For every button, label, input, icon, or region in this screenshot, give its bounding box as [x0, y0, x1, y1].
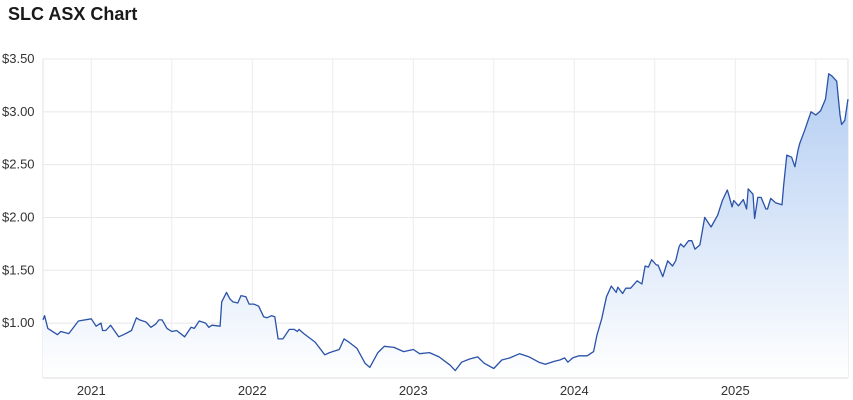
y-tick-label: $3.00 — [2, 104, 35, 119]
price-line — [42, 73, 849, 372]
x-tick-label: 2022 — [238, 383, 267, 398]
x-tick-label: 2021 — [77, 383, 106, 398]
y-tick-label: $1.50 — [2, 262, 35, 277]
x-tick-label: 2025 — [721, 383, 750, 398]
y-tick-label: $2.50 — [2, 157, 35, 172]
x-tick-label: 2024 — [560, 383, 589, 398]
chart-title: SLC ASX Chart — [8, 4, 138, 24]
y-tick-label: $1.00 — [2, 315, 35, 330]
x-tick-label: 2023 — [399, 383, 428, 398]
y-tick-label: $2.00 — [2, 209, 35, 224]
y-tick-label: $3.50 — [2, 51, 35, 66]
axes: $1.00 $1.50 $2.00 $2.50 $3.00 $3.50 2021 2022 20… — [2, 51, 848, 398]
price-area-fill — [43, 73, 848, 379]
